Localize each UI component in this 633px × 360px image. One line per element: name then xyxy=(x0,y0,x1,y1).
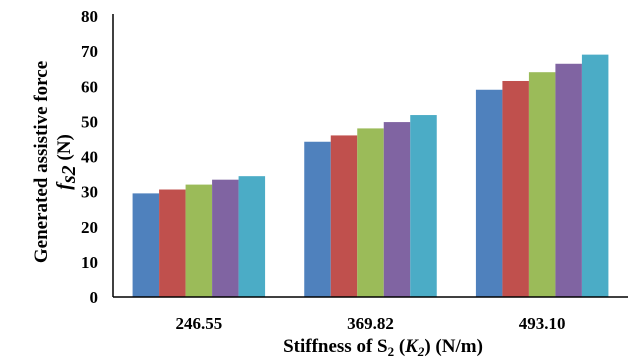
y-axis-title-sub: s2 xyxy=(58,165,80,184)
bar xyxy=(330,135,358,297)
bar xyxy=(528,72,556,297)
x-axis-title-sub2: 2 xyxy=(417,344,425,359)
bar xyxy=(212,179,239,297)
bar xyxy=(410,115,437,298)
x-axis-title-prefix: Stiffness of S xyxy=(283,336,388,357)
y-axis-title-line1: Generated assistive force xyxy=(31,61,52,263)
y-axis-title-line2: fs2 (N) xyxy=(53,134,80,190)
x-axis-title: Stiffness of S2 (K2) (N/m) xyxy=(283,336,483,359)
bar xyxy=(238,176,266,297)
x-axis-title-mid: ( xyxy=(394,336,405,357)
y-tick-label: 10 xyxy=(81,253,98,272)
x-axis-title-suffix: ) (N/m) xyxy=(424,336,483,357)
bar xyxy=(581,54,609,298)
y-tick-label: 80 xyxy=(81,7,98,26)
x-axis-title-k: K xyxy=(404,336,419,357)
bar xyxy=(132,193,160,297)
bar xyxy=(357,128,384,297)
bar xyxy=(502,80,529,297)
y-tick-label: 70 xyxy=(81,42,98,61)
bars-group xyxy=(132,54,609,298)
x-axis-title-sub1: 2 xyxy=(388,344,395,359)
x-tick-label: 493.10 xyxy=(519,314,566,333)
y-tick-label: 50 xyxy=(81,112,98,131)
y-axis-title-f: f xyxy=(53,181,75,190)
bar xyxy=(304,141,331,297)
bar xyxy=(185,184,213,297)
bar xyxy=(475,89,503,297)
y-axis-title: Generated assistive force fs2 (N) xyxy=(31,61,80,263)
y-tick-labels: 0 10 20 30 40 50 60 70 80 xyxy=(81,7,98,307)
bar xyxy=(159,189,186,297)
bar xyxy=(555,63,582,297)
y-tick-label: 60 xyxy=(81,77,98,96)
bar xyxy=(383,122,411,297)
y-tick-label: 30 xyxy=(81,183,98,202)
axes-group xyxy=(112,14,628,298)
y-tick-label: 20 xyxy=(81,218,98,237)
x-tick-labels: 246.55 369.82 493.10 xyxy=(175,314,565,333)
x-tick-label: 246.55 xyxy=(175,314,222,333)
y-axis-title-unit: (N) xyxy=(54,134,75,165)
y-tick-label: 40 xyxy=(81,148,98,167)
y-tick-label: 0 xyxy=(90,288,99,307)
x-tick-label: 369.82 xyxy=(347,314,394,333)
